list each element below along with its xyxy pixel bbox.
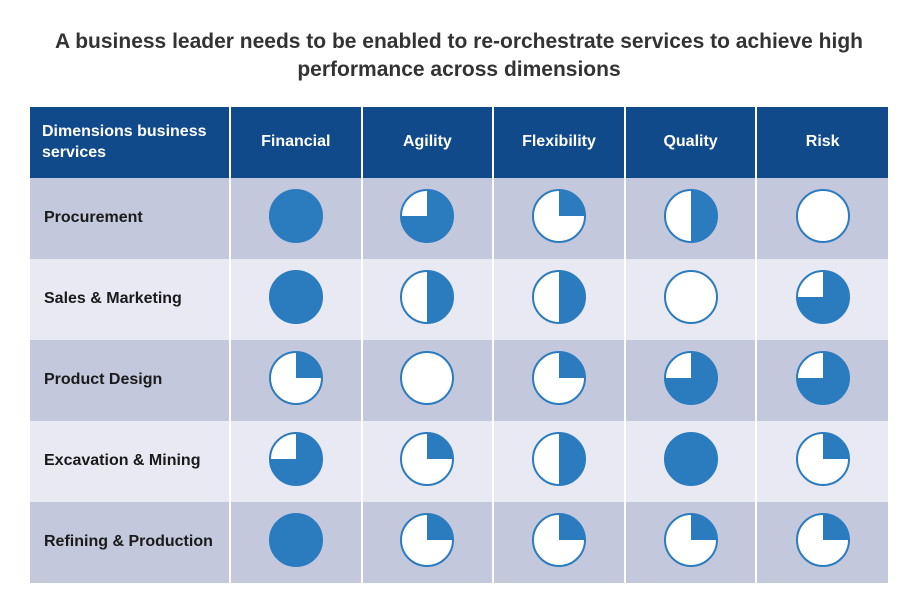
col-header-flexibility: Flexibility — [493, 107, 625, 178]
harvey-ball-icon — [268, 231, 324, 248]
table-row: Sales & Marketing — [30, 259, 888, 340]
pie-cell — [362, 502, 494, 583]
pie-cell — [230, 502, 362, 583]
pie-cell — [756, 502, 888, 583]
pie-cell — [756, 259, 888, 340]
row-label: Excavation & Mining — [30, 421, 230, 502]
table-row: Procurement — [30, 178, 888, 259]
harvey-ball-icon — [531, 393, 587, 410]
pie-cell — [493, 340, 625, 421]
col-header-financial: Financial — [230, 107, 362, 178]
pie-cell — [756, 340, 888, 421]
pie-cell — [756, 421, 888, 502]
pie-cell — [493, 178, 625, 259]
table-row: Product Design — [30, 340, 888, 421]
rowhead-header: Dimensions business services — [30, 107, 230, 178]
pie-cell — [362, 178, 494, 259]
pie-cell — [493, 502, 625, 583]
harvey-ball-icon — [399, 312, 455, 329]
harvey-ball-icon — [399, 393, 455, 410]
harvey-ball-icon — [531, 231, 587, 248]
row-label: Procurement — [30, 178, 230, 259]
harvey-ball-icon — [268, 555, 324, 572]
pie-cell — [362, 259, 494, 340]
harvey-ball-icon — [795, 555, 851, 572]
pie-cell — [625, 502, 757, 583]
row-label: Sales & Marketing — [30, 259, 230, 340]
col-header-quality: Quality — [625, 107, 757, 178]
row-label: Refining & Production — [30, 502, 230, 583]
harvey-ball-icon — [795, 312, 851, 329]
harvey-ball-icon — [399, 474, 455, 491]
pie-cell — [625, 421, 757, 502]
harvey-ball-icon — [663, 393, 719, 410]
pie-cell — [493, 259, 625, 340]
harvey-ball-icon — [531, 312, 587, 329]
pie-cell — [625, 340, 757, 421]
header-row: Dimensions business services Financial A… — [30, 107, 888, 178]
pie-cell — [230, 421, 362, 502]
dimensions-table: Dimensions business services Financial A… — [30, 107, 888, 583]
harvey-ball-icon — [663, 312, 719, 329]
pie-cell — [230, 178, 362, 259]
harvey-ball-icon — [795, 231, 851, 248]
harvey-ball-icon — [268, 474, 324, 491]
table-row: Excavation & Mining — [30, 421, 888, 502]
pie-cell — [230, 259, 362, 340]
table-row: Refining & Production — [30, 502, 888, 583]
harvey-ball-icon — [795, 393, 851, 410]
harvey-ball-icon — [531, 555, 587, 572]
pie-cell — [625, 259, 757, 340]
row-label: Product Design — [30, 340, 230, 421]
page-title: A business leader needs to be enabled to… — [49, 28, 869, 85]
harvey-ball-icon — [399, 231, 455, 248]
harvey-ball-icon — [795, 474, 851, 491]
pie-cell — [362, 340, 494, 421]
harvey-ball-icon — [531, 474, 587, 491]
pie-cell — [230, 340, 362, 421]
harvey-ball-icon — [268, 312, 324, 329]
harvey-ball-icon — [663, 474, 719, 491]
harvey-ball-icon — [268, 393, 324, 410]
harvey-ball-icon — [399, 555, 455, 572]
harvey-ball-icon — [663, 231, 719, 248]
pie-cell — [756, 178, 888, 259]
pie-cell — [493, 421, 625, 502]
pie-cell — [362, 421, 494, 502]
harvey-ball-icon — [663, 555, 719, 572]
col-header-agility: Agility — [362, 107, 494, 178]
pie-cell — [625, 178, 757, 259]
col-header-risk: Risk — [756, 107, 888, 178]
